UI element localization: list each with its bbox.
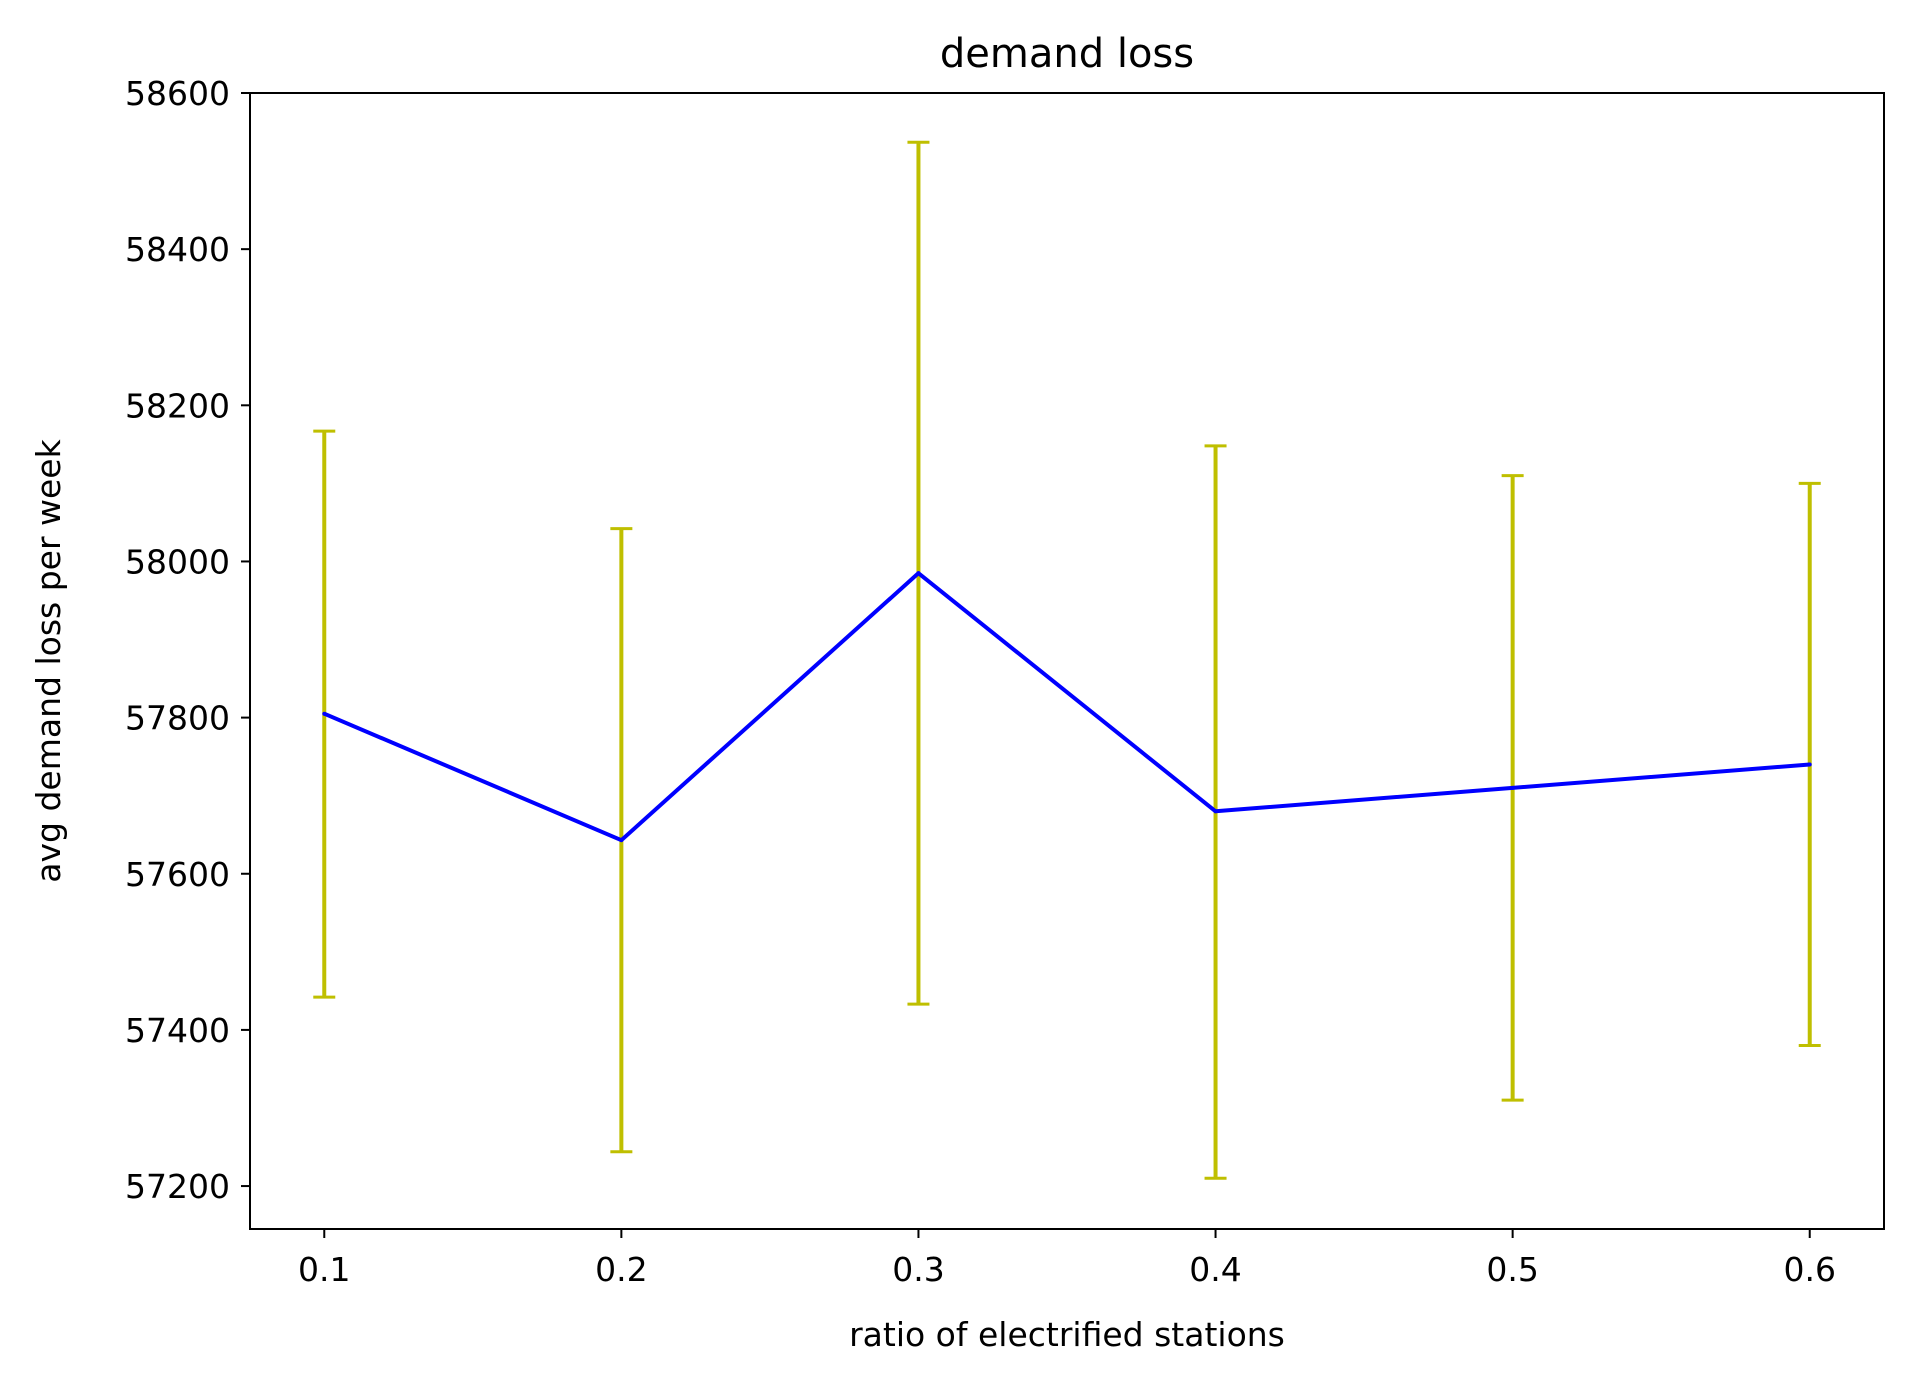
series-line bbox=[323, 571, 1810, 843]
y-tick-label: 57800 bbox=[125, 699, 230, 738]
y-tick-label: 57200 bbox=[125, 1167, 230, 1206]
y-tick-label: 58600 bbox=[125, 74, 230, 113]
x-tick-label: 0.4 bbox=[1189, 1250, 1241, 1289]
data-point bbox=[619, 838, 624, 843]
y-axis-ticks: 57200 57400 57600 57800 58000 58200 58400 58600 bbox=[125, 74, 250, 1206]
data-point bbox=[1510, 785, 1515, 790]
y-axis-label: avg demand loss per week bbox=[29, 438, 68, 882]
chart-title: demand loss bbox=[940, 31, 1194, 77]
y-tick-label: 58000 bbox=[125, 542, 230, 581]
x-tick-label: 0.1 bbox=[298, 1250, 350, 1289]
data-point bbox=[322, 711, 327, 716]
x-tick-label: 0.5 bbox=[1486, 1250, 1538, 1289]
x-tick-label: 0.3 bbox=[892, 1250, 944, 1289]
plot-frame bbox=[249, 92, 1885, 1230]
x-axis-ticks: 0.1 0.2 0.3 0.4 0.5 0.6 bbox=[298, 1229, 1836, 1289]
y-tick-label: 58400 bbox=[125, 230, 230, 269]
y-tick-label: 58200 bbox=[125, 386, 230, 425]
series-lines bbox=[322, 571, 1812, 843]
data-point bbox=[916, 571, 921, 576]
x-tick-label: 0.6 bbox=[1783, 1250, 1835, 1289]
x-axis-label: ratio of electrified stations bbox=[849, 1315, 1285, 1354]
data-point bbox=[1807, 762, 1812, 767]
x-tick-label: 0.2 bbox=[595, 1250, 647, 1289]
data-point bbox=[1213, 809, 1218, 814]
y-tick-label: 57400 bbox=[125, 1011, 230, 1050]
y-tick-label: 57600 bbox=[125, 855, 230, 894]
